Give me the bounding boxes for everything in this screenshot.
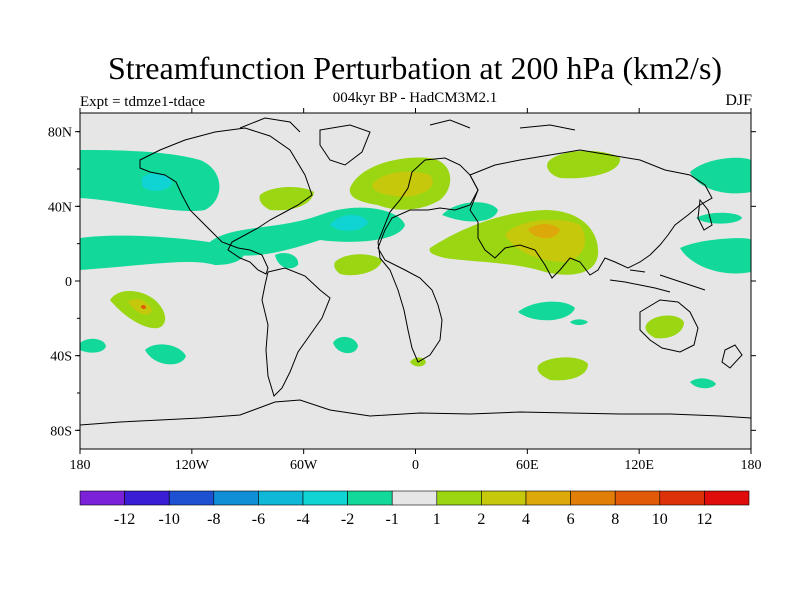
anomaly-west-pacific-tropics: [680, 238, 751, 274]
map-axes: 80N 40N 0 40S 80S 180 120W 60W 0 60E 120E 180: [48, 108, 762, 473]
anomaly-north-atlantic-core: [330, 214, 368, 231]
experiment-label: Expt = tdmze1-tdace: [80, 94, 206, 110]
anomaly-labrador: [259, 186, 314, 211]
lat-tick-label: 40N: [48, 200, 72, 215]
coast-japan: [697, 198, 713, 231]
anomaly-tropical-pacific: [80, 235, 244, 270]
colorbar-label: 6: [567, 511, 575, 528]
anomaly-north-pacific-core: [142, 173, 172, 191]
anomaly-south-of-australia: [690, 378, 716, 389]
coast-south-america: [261, 267, 331, 397]
anomaly-south-pacific-west: [80, 338, 106, 353]
anomaly-indian-small: [570, 319, 588, 325]
lon-tick-label: 60E: [516, 458, 539, 473]
anomaly-south-pacific-east: [145, 344, 186, 365]
lat-tick-label: 0: [65, 275, 72, 290]
colorbar-swatch: [302, 490, 348, 506]
anomaly-west-pacific-north: [696, 212, 742, 224]
anomaly-europe-core: [372, 171, 433, 197]
lon-tick-label: 60W: [290, 458, 318, 473]
lon-tick-label: 180: [741, 458, 762, 473]
anomaly-south-pacific-positive-core: [128, 299, 152, 315]
colorbar-label: 2: [477, 511, 485, 528]
colorbar-swatch: [704, 490, 750, 506]
anomaly-arctic-asia: [547, 150, 621, 179]
colorbar-swatch: [436, 490, 482, 506]
lat-tick-label: 40S: [50, 350, 72, 365]
colorbar-swatch: [614, 490, 661, 506]
coast-arctic-islands: [239, 117, 576, 133]
colorbar-label: -8: [207, 511, 220, 528]
colorbar: -12 -10 -8 -6 -4 -2 -1 1 2 4 6 8 10 12: [79, 490, 750, 528]
colorbar-swatch: [347, 490, 393, 506]
colorbar-swatch: [391, 490, 438, 506]
anomaly-northwest-pacific: [690, 157, 751, 194]
colorbar-label: -4: [296, 511, 309, 528]
lon-tick-label: 120W: [175, 458, 210, 473]
colorbar-label: 8: [611, 511, 619, 528]
lat-tick-label: 80S: [50, 424, 72, 439]
lon-tick-label: 120E: [624, 458, 654, 473]
colorbar-swatch: [258, 490, 304, 506]
colorbar-label: -1: [386, 511, 399, 528]
colorbar-swatch: [659, 490, 705, 506]
colorbar-label: 12: [696, 511, 712, 528]
anomaly-field: [80, 150, 751, 389]
colorbar-swatch: [570, 490, 616, 506]
lat-tick-label: 80N: [48, 126, 72, 141]
coast-greenland: [319, 124, 371, 166]
colorbar-swatch: [481, 490, 527, 506]
colorbar-label: 4: [522, 511, 530, 528]
coast-new-zealand: [721, 344, 743, 369]
colorbar-swatch: [213, 490, 259, 506]
season-label: DJF: [725, 92, 752, 109]
coast-asia: [469, 149, 713, 279]
colorbar-label: -6: [252, 511, 265, 528]
anomaly-caribbean: [275, 253, 299, 269]
colorbar-label: -12: [114, 511, 135, 528]
coast-indonesia: [609, 269, 706, 293]
colorbar-label: 1: [433, 511, 441, 528]
colorbar-swatch: [79, 490, 125, 506]
lon-tick-label: 0: [412, 458, 419, 473]
anomaly-tropical-atlantic: [334, 254, 382, 276]
colorbar-swatch: [525, 490, 571, 506]
colorbar-swatch: [124, 490, 170, 506]
anomaly-arabia-india-core: [528, 224, 560, 239]
anomaly-australia: [645, 315, 684, 339]
colorbar-swatch: [168, 490, 215, 506]
coastlines: [80, 117, 751, 426]
coast-australia: [639, 299, 699, 353]
anomaly-south-indian: [518, 301, 575, 321]
coast-europe-africa: [377, 157, 479, 363]
anomaly-south-atlantic: [333, 336, 358, 354]
colorbar-label: -2: [341, 511, 354, 528]
anomaly-mediterranean: [442, 202, 498, 222]
colorbar-label: 10: [652, 511, 668, 528]
colorbar-label: -10: [159, 511, 180, 528]
coast-north-america: [139, 127, 313, 275]
lon-tick-label: 180: [70, 458, 91, 473]
anomaly-south-indian-positive: [537, 357, 588, 381]
anomaly-arabia-india-mid: [505, 219, 585, 262]
chart-subtitle: 004kyr BP - HadCM3M2.1: [332, 90, 498, 106]
coast-antarctica: [80, 399, 751, 426]
anomaly-south-pacific-positive-peak: [141, 304, 146, 310]
chart-title: Streamfunction Perturbation at 200 hPa (…: [107, 50, 723, 86]
